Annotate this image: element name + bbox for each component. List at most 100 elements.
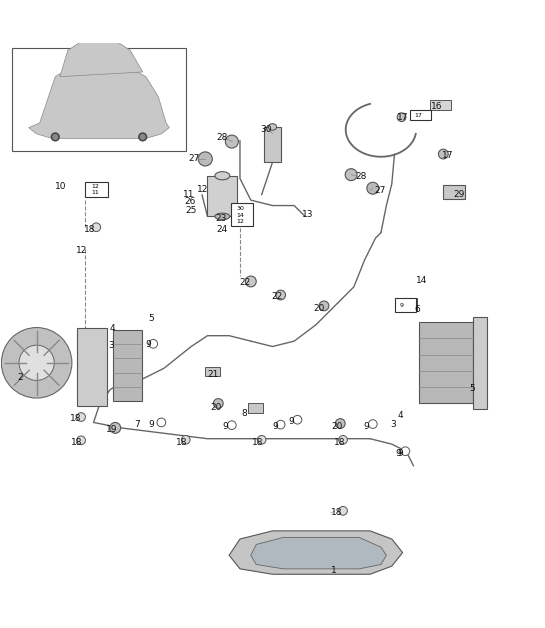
Text: 8: 8 bbox=[241, 409, 247, 418]
Circle shape bbox=[51, 133, 59, 141]
Circle shape bbox=[92, 223, 101, 232]
Bar bbox=[248, 403, 263, 413]
Text: 23: 23 bbox=[216, 214, 227, 222]
Text: 30: 30 bbox=[237, 207, 245, 211]
Circle shape bbox=[438, 149, 448, 159]
Circle shape bbox=[367, 182, 379, 194]
Text: 18: 18 bbox=[334, 438, 346, 447]
Text: 17: 17 bbox=[415, 112, 422, 117]
Text: 9: 9 bbox=[149, 420, 155, 428]
Text: 3: 3 bbox=[391, 420, 396, 428]
Text: 7: 7 bbox=[134, 420, 140, 428]
Text: 9: 9 bbox=[364, 422, 370, 431]
Ellipse shape bbox=[269, 124, 276, 130]
Text: 6: 6 bbox=[415, 305, 420, 314]
Bar bbox=[208, 176, 237, 217]
Polygon shape bbox=[229, 531, 403, 574]
Text: 19: 19 bbox=[106, 425, 117, 434]
Text: 29: 29 bbox=[453, 190, 464, 198]
Text: 9: 9 bbox=[145, 340, 151, 349]
Text: 26: 26 bbox=[184, 197, 196, 206]
Text: 28: 28 bbox=[355, 172, 366, 181]
Circle shape bbox=[110, 423, 120, 433]
Text: 25: 25 bbox=[185, 207, 197, 215]
Text: 11: 11 bbox=[183, 190, 195, 199]
Text: 18: 18 bbox=[252, 438, 263, 447]
Text: 27: 27 bbox=[374, 186, 386, 195]
Text: 1: 1 bbox=[330, 566, 336, 575]
Text: 4: 4 bbox=[110, 323, 116, 333]
Text: 13: 13 bbox=[302, 210, 314, 219]
Bar bbox=[473, 317, 487, 409]
Bar bbox=[12, 48, 186, 151]
Circle shape bbox=[276, 420, 285, 429]
Circle shape bbox=[293, 415, 302, 424]
Circle shape bbox=[157, 418, 166, 427]
Bar bbox=[443, 185, 465, 199]
Text: 9: 9 bbox=[272, 422, 278, 431]
Text: 20: 20 bbox=[331, 422, 342, 431]
Circle shape bbox=[225, 135, 238, 148]
Text: 28: 28 bbox=[216, 133, 227, 143]
Text: 22: 22 bbox=[271, 292, 282, 301]
Text: 12: 12 bbox=[197, 185, 208, 194]
Text: 9: 9 bbox=[399, 303, 403, 308]
Polygon shape bbox=[29, 61, 169, 138]
Circle shape bbox=[345, 169, 357, 181]
Text: 17: 17 bbox=[441, 151, 453, 160]
Text: 17: 17 bbox=[397, 112, 409, 122]
Bar bbox=[231, 203, 253, 226]
Circle shape bbox=[214, 399, 223, 408]
Circle shape bbox=[77, 413, 86, 421]
Bar bbox=[410, 110, 431, 120]
Bar bbox=[77, 328, 107, 406]
Circle shape bbox=[257, 435, 266, 444]
Text: 24: 24 bbox=[217, 225, 228, 234]
Text: 9: 9 bbox=[396, 449, 401, 458]
Text: 9: 9 bbox=[289, 417, 294, 426]
Circle shape bbox=[77, 436, 86, 445]
Circle shape bbox=[338, 435, 347, 444]
Text: 9: 9 bbox=[222, 422, 228, 431]
Bar bbox=[396, 298, 417, 311]
Text: 27: 27 bbox=[189, 154, 200, 163]
Circle shape bbox=[276, 290, 286, 300]
Text: 11: 11 bbox=[91, 190, 99, 195]
Circle shape bbox=[245, 276, 256, 287]
Circle shape bbox=[139, 133, 147, 141]
Bar bbox=[395, 298, 416, 312]
Text: 5: 5 bbox=[469, 384, 475, 392]
Text: 14: 14 bbox=[416, 276, 428, 285]
Circle shape bbox=[397, 113, 406, 121]
Text: 18: 18 bbox=[84, 225, 95, 234]
Text: 18: 18 bbox=[71, 438, 82, 447]
Circle shape bbox=[335, 419, 345, 428]
Circle shape bbox=[401, 447, 410, 455]
Text: 14: 14 bbox=[237, 213, 245, 218]
Text: 5: 5 bbox=[148, 314, 154, 323]
Text: 12: 12 bbox=[76, 246, 87, 254]
Text: 18: 18 bbox=[176, 438, 187, 447]
Circle shape bbox=[319, 301, 329, 311]
Text: 12: 12 bbox=[237, 219, 245, 224]
Circle shape bbox=[198, 152, 213, 166]
Circle shape bbox=[181, 435, 190, 444]
Text: 20: 20 bbox=[210, 403, 221, 412]
Polygon shape bbox=[60, 38, 143, 77]
Text: 3: 3 bbox=[108, 341, 114, 350]
Text: 2: 2 bbox=[17, 373, 23, 382]
Text: 12: 12 bbox=[91, 183, 99, 188]
Ellipse shape bbox=[215, 171, 230, 180]
Circle shape bbox=[2, 328, 72, 398]
Text: 9: 9 bbox=[397, 450, 403, 458]
Bar bbox=[419, 322, 473, 403]
Bar bbox=[86, 181, 108, 197]
Circle shape bbox=[338, 507, 347, 515]
Text: 21: 21 bbox=[208, 371, 219, 379]
Text: 18: 18 bbox=[330, 509, 342, 517]
Bar bbox=[430, 100, 451, 109]
Text: 16: 16 bbox=[431, 102, 443, 111]
Text: 30: 30 bbox=[261, 125, 272, 134]
Text: 4: 4 bbox=[397, 411, 403, 420]
Circle shape bbox=[53, 134, 58, 139]
